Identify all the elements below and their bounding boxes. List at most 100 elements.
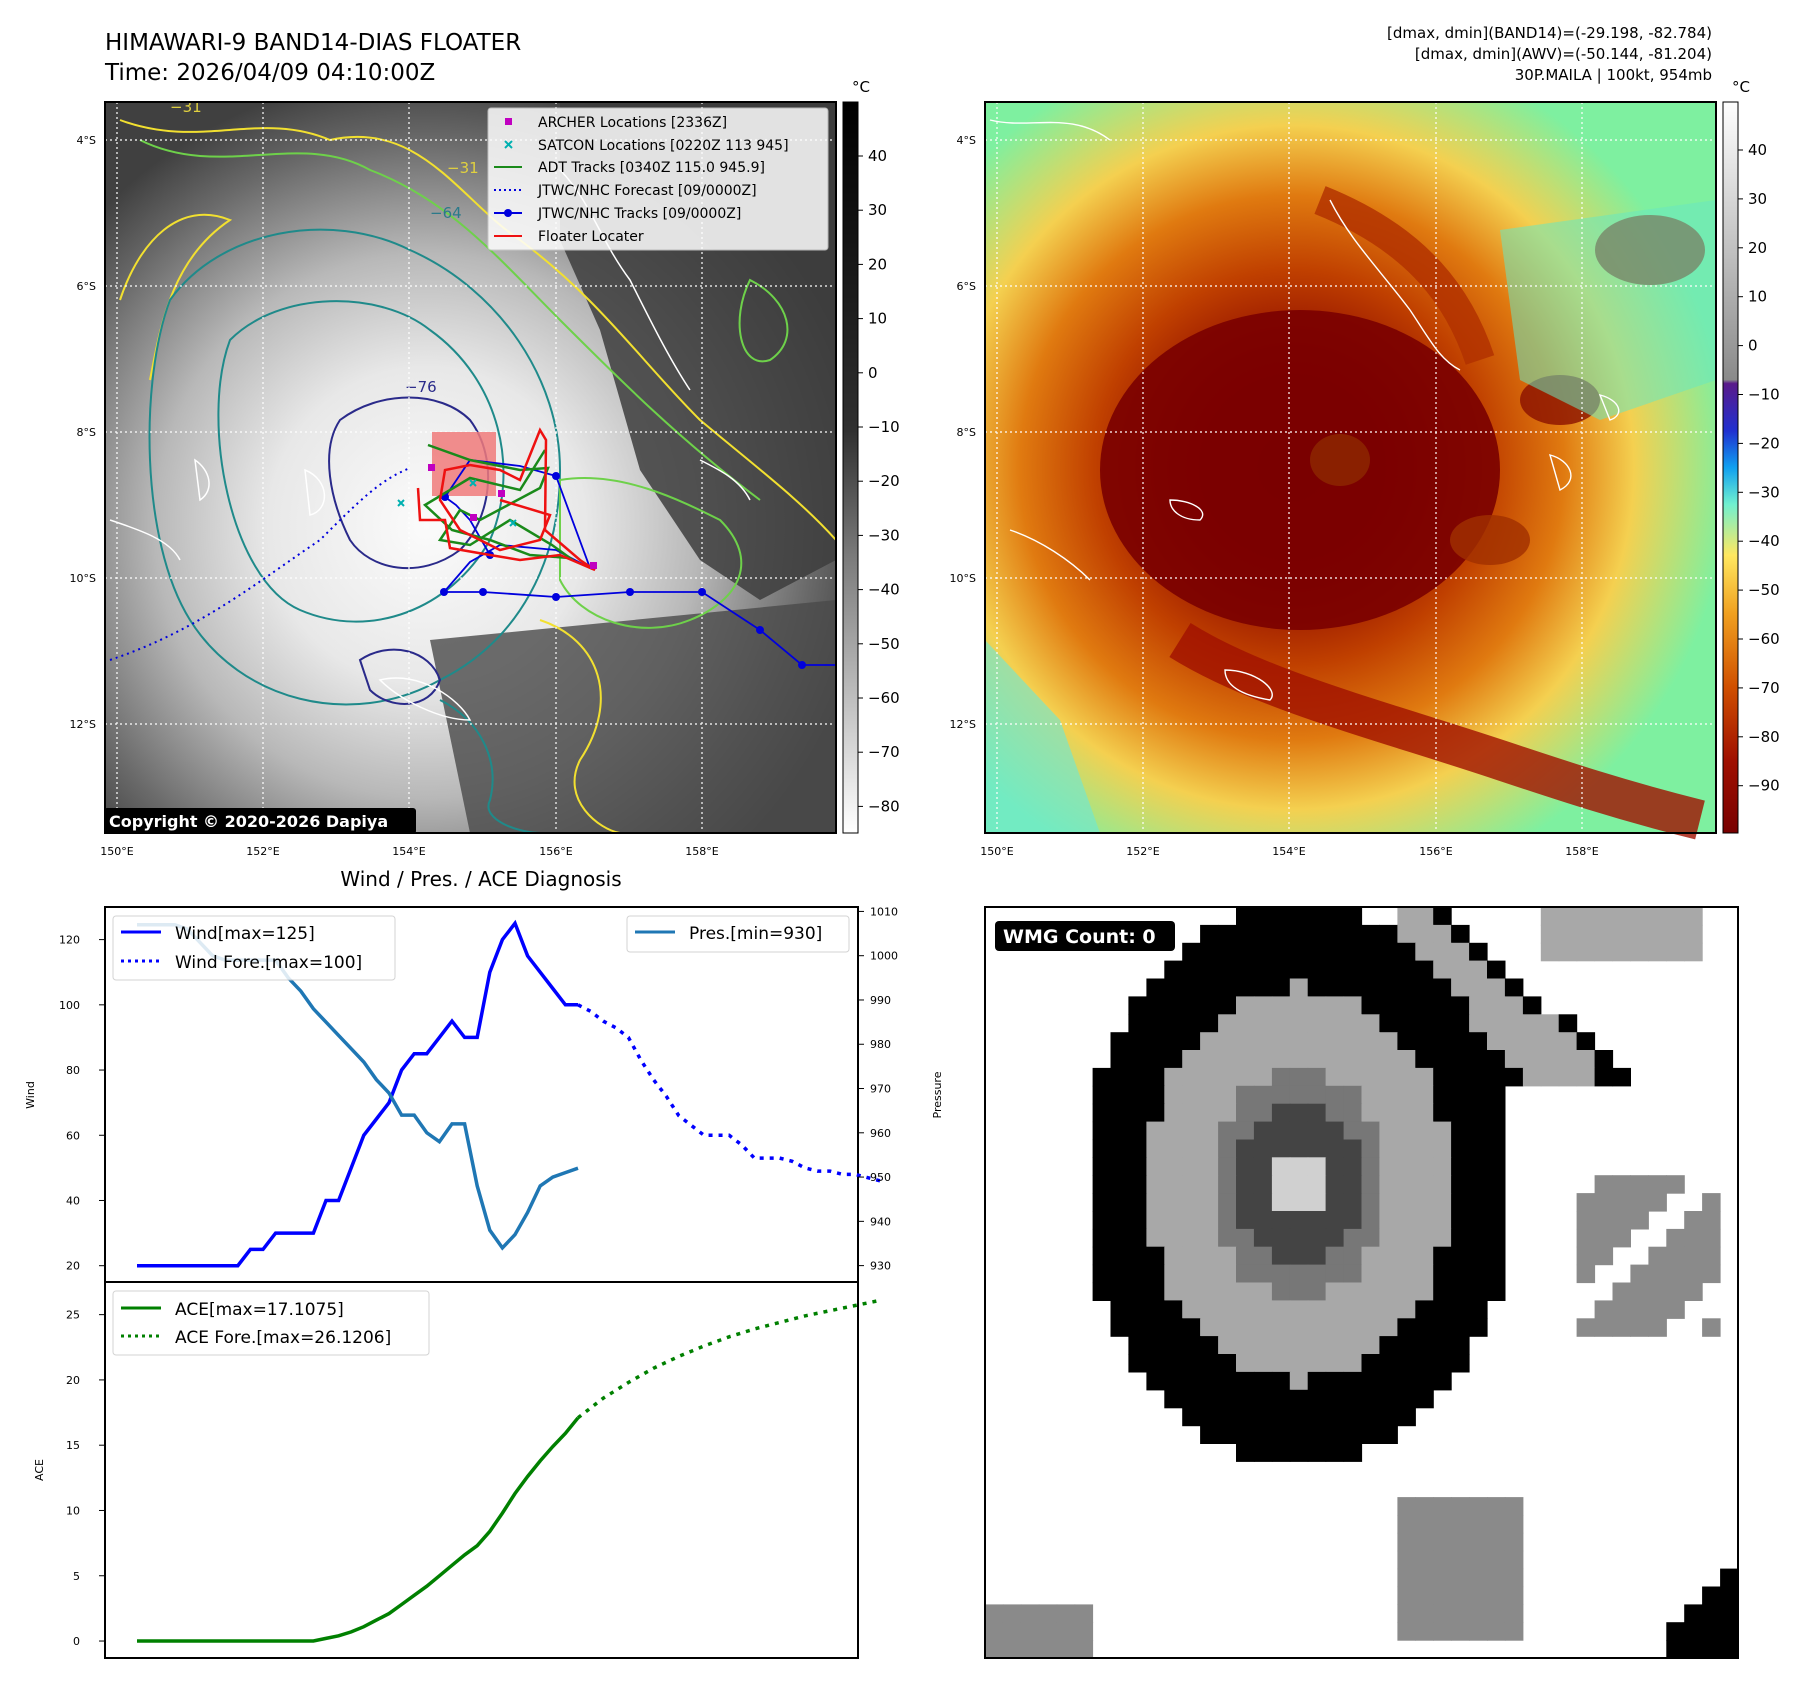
wmg-cell (1182, 978, 1201, 997)
wmg-cell (1612, 942, 1631, 962)
wmg-cell (1361, 1103, 1380, 1123)
lat-tick-label: 12°S (70, 718, 96, 731)
wmg-cell (1487, 1568, 1506, 1588)
wmg-cell (1397, 1622, 1416, 1641)
wmg-cell (1271, 1389, 1291, 1409)
contour-teal (148, 228, 562, 706)
wmg-cell (1397, 1121, 1416, 1141)
wmg-cell (1325, 1336, 1345, 1355)
wmg-frame (984, 906, 1739, 1659)
wmg-cell (1020, 1622, 1040, 1641)
wmg-cell (1361, 924, 1380, 944)
wmg-cell (1164, 1318, 1183, 1337)
wmg-cell (1271, 1246, 1291, 1266)
wmg-cell (1020, 1640, 1040, 1659)
wmg-cell (1361, 1336, 1380, 1355)
wmg-cell (1343, 1175, 1363, 1194)
wmg-cell (1200, 1228, 1219, 1248)
contour-label: −76 (405, 378, 437, 396)
wmg-cell (1307, 1175, 1327, 1194)
wmg-cell (1146, 1282, 1165, 1301)
wmg-cell (1236, 1246, 1255, 1266)
wmg-cell (1469, 1139, 1488, 1158)
wmg-cell (1451, 1193, 1470, 1212)
wmg-cell (1164, 1050, 1183, 1069)
stats-awv: [dmax, dmin](AWV)=(-50.144, -81.204) (1415, 45, 1712, 63)
wmg-cell (1110, 1139, 1129, 1158)
wmg-cell (1612, 1211, 1631, 1230)
wmg-cell (1146, 1318, 1165, 1337)
wmg-cell (1379, 1085, 1398, 1105)
wmg-cell (1433, 996, 1452, 1015)
jtwc-point (626, 588, 634, 596)
wmg-cell (1253, 1193, 1273, 1212)
wmg-cell (1361, 1425, 1380, 1444)
wmg-cell (1307, 1067, 1327, 1087)
wmg-cell (1307, 907, 1327, 926)
wmg-cell (1253, 1103, 1273, 1123)
wmg-cell (1343, 1300, 1363, 1319)
coastline (304, 468, 326, 516)
wmg-cell (1415, 1246, 1434, 1266)
wmg-cell (1092, 1228, 1112, 1248)
wmg-cell (1397, 1568, 1416, 1588)
wmg-cell (1433, 942, 1452, 962)
wmg-cell (1343, 1014, 1363, 1033)
wmg-cell (1379, 942, 1398, 962)
wmg-cell (1504, 1497, 1524, 1516)
archer-point (470, 514, 477, 521)
lon-tick-label: 158°E (1565, 845, 1598, 858)
wmg-cell (1666, 907, 1685, 926)
wmg-cell (1451, 1264, 1470, 1284)
wmg-cell (1200, 1282, 1219, 1301)
wmg-cell (1397, 1354, 1416, 1373)
wmg-cell (1576, 1318, 1596, 1337)
wmg-cell (1451, 1604, 1470, 1623)
wmg-cell (1218, 1211, 1237, 1230)
wmg-cell (1451, 1568, 1470, 1588)
wmg-cell (1236, 1050, 1255, 1069)
wmg-cell (1307, 1103, 1327, 1123)
wmg-cell (1128, 1318, 1147, 1337)
wmg-cell (1594, 1246, 1614, 1266)
color-band (1314, 186, 1495, 365)
wmg-cell (1343, 1336, 1363, 1355)
wmg-cell (1612, 1318, 1631, 1337)
wmg-cell (1379, 1246, 1398, 1266)
wmg-cell (1397, 1193, 1416, 1212)
wmg-cell (1146, 1264, 1165, 1284)
wmg-cell (1200, 1014, 1219, 1033)
wmg-cell (1236, 1103, 1255, 1123)
wmg-cell (1182, 1389, 1201, 1409)
wmg-cell (1666, 1550, 1685, 1570)
wmg-cell (1236, 1014, 1255, 1033)
wmg-cell (1415, 1211, 1434, 1230)
wmg-cell (1451, 1586, 1470, 1605)
satcon-point (509, 519, 517, 527)
wmg-cell (1397, 1246, 1416, 1266)
wmg-cell (1379, 924, 1398, 944)
wmg-cell (1289, 942, 1309, 962)
wmg-cell (1146, 1211, 1165, 1230)
colorbar-tick-label: −90 (1748, 777, 1780, 795)
y-tick-label: 40 (66, 1194, 80, 1207)
coastline (1548, 454, 1572, 492)
colorbar-tick-label: 40 (868, 147, 887, 165)
figure-title: HIMAWARI-9 BAND14-DIAS FLOATER (105, 30, 521, 56)
wmg-cell (1630, 1211, 1649, 1230)
coastline (378, 677, 472, 721)
wmg-cell (1666, 1604, 1685, 1623)
wmg-cell (1397, 1318, 1416, 1337)
wmg-cell (1128, 1175, 1147, 1194)
series-line-1 (576, 1298, 881, 1420)
wmg-cell (1630, 942, 1649, 962)
wmg-cell (1379, 1371, 1398, 1391)
wmg-cell (1146, 1121, 1165, 1141)
wmg-cell (1451, 1532, 1470, 1552)
wmg-cell (1487, 1586, 1506, 1605)
wind-ylabel: Wind (24, 1081, 37, 1109)
wmg-cell (1271, 1193, 1291, 1212)
wmg-cell (1379, 1211, 1398, 1230)
wmg-cell (1092, 1157, 1112, 1176)
wmg-cell (1343, 1211, 1363, 1230)
